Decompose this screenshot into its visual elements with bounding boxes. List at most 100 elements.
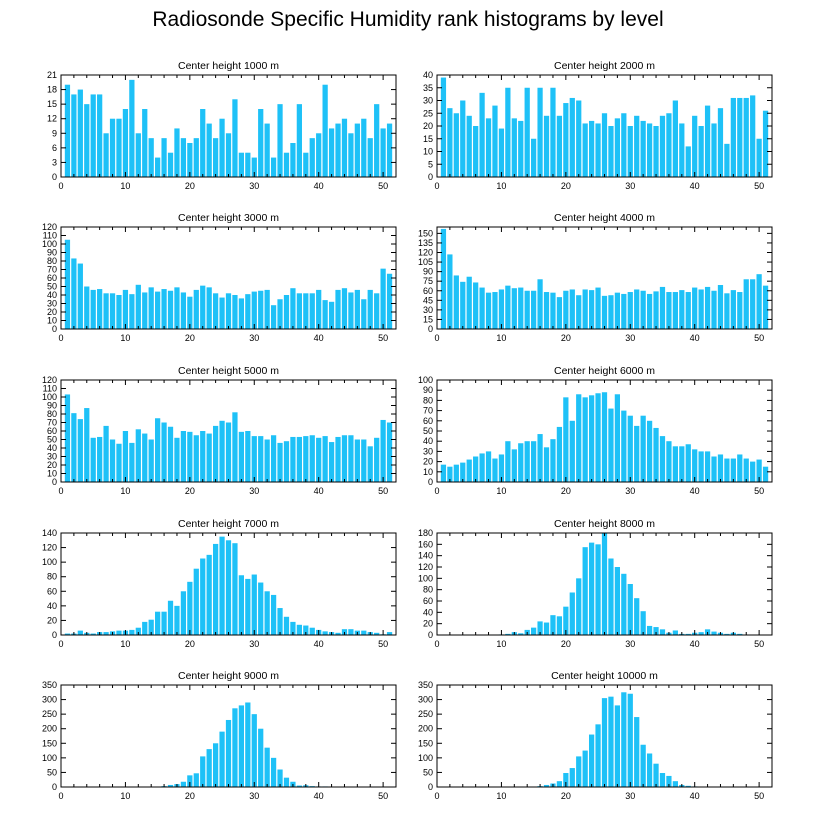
histogram-bar: [653, 627, 659, 635]
histogram-bar: [71, 258, 77, 329]
histogram-bar: [309, 627, 315, 635]
histogram-bar: [129, 294, 135, 329]
histogram-bar: [634, 115, 640, 177]
x-tick-label: 50: [378, 639, 388, 649]
histogram-bar: [627, 292, 633, 329]
histogram-bar: [167, 152, 174, 177]
histogram-bar: [724, 293, 730, 329]
histogram-bar: [453, 113, 459, 177]
histogram-bar: [524, 290, 530, 329]
histogram-bar: [322, 84, 328, 177]
histogram-bar: [277, 104, 283, 177]
y-tick-label: 140: [42, 528, 57, 538]
histogram-bar: [161, 422, 167, 482]
histogram-bar: [361, 439, 367, 482]
histogram-bar: [588, 395, 595, 482]
histogram-bar: [225, 133, 232, 177]
histogram-bar: [724, 633, 730, 635]
histogram-bar: [155, 291, 161, 329]
histogram-bar: [180, 781, 187, 787]
histogram-bar: [556, 297, 563, 329]
histogram-bar: [563, 103, 569, 177]
histogram-bar: [556, 426, 563, 482]
histogram-bar: [563, 606, 569, 635]
y-tick-label: 90: [423, 385, 433, 395]
histogram-bar: [348, 292, 354, 329]
histogram-bar: [730, 458, 736, 482]
histogram-bar: [666, 292, 672, 329]
histogram-bar: [717, 285, 724, 329]
histogram-bar: [180, 292, 187, 329]
y-tick-label: 150: [42, 738, 57, 748]
histogram-bar: [309, 138, 315, 177]
y-tick-label: 15: [47, 99, 57, 109]
histogram-panel: Center height 4000 m0 10 20 30 40 50015304560…: [418, 212, 773, 343]
histogram-bar: [756, 274, 762, 329]
histogram-bar: [717, 454, 724, 482]
y-tick-label: 120: [42, 375, 57, 385]
histogram-bar: [245, 578, 251, 635]
x-tick-label: 40: [690, 791, 700, 801]
histogram-bar: [743, 97, 749, 177]
histogram-bar: [685, 444, 691, 482]
y-tick-label: 40: [47, 601, 57, 611]
histogram-bar: [367, 138, 373, 177]
y-tick-label: 100: [418, 753, 433, 763]
y-tick-label: 120: [42, 222, 57, 232]
histogram-bar: [180, 591, 187, 635]
x-tick-label: 10: [496, 181, 506, 191]
x-tick-label: 30: [249, 791, 259, 801]
histogram-bar: [270, 594, 277, 635]
histogram-panel: Center height 6000 m0 10 20 30 40 50010203040…: [418, 365, 773, 496]
y-tick-label: 50: [47, 435, 57, 445]
y-tick-label: 120: [418, 562, 433, 572]
y-tick-label: 50: [423, 426, 433, 436]
histogram-bar: [762, 285, 769, 329]
histogram-bar: [161, 611, 167, 635]
panel-title: Center height 7000 m: [178, 518, 279, 530]
histogram-bar: [148, 439, 154, 482]
y-tick-label: 20: [423, 121, 433, 131]
y-tick-label: 50: [423, 767, 433, 777]
histogram-bar: [621, 410, 627, 482]
histogram-bar: [730, 290, 736, 329]
y-tick-label: 10: [47, 316, 57, 326]
histogram-bar: [750, 461, 756, 482]
histogram-bar: [563, 773, 569, 787]
histogram-bar: [155, 157, 161, 177]
y-tick-label: 100: [42, 753, 57, 763]
histogram-bar: [193, 773, 199, 787]
histogram-bar: [322, 436, 328, 482]
x-tick-label: 0: [434, 486, 439, 496]
histogram-bar: [303, 293, 309, 329]
histogram-bar: [588, 120, 595, 177]
histogram-bar: [309, 435, 315, 482]
y-tick-label: 60: [47, 426, 57, 436]
y-tick-label: 0: [52, 324, 57, 334]
histogram-bar: [711, 631, 717, 635]
histogram-bar: [479, 453, 485, 482]
histogram-bar: [200, 431, 206, 482]
histogram-bar: [498, 454, 505, 482]
y-tick-label: 90: [47, 248, 57, 258]
histogram-bar: [614, 567, 621, 635]
y-tick-label: 140: [418, 551, 433, 561]
histogram-bar: [479, 287, 485, 329]
y-tick-label: 60: [423, 286, 433, 296]
histogram-bar: [621, 113, 627, 177]
histogram-bar: [614, 705, 621, 787]
histogram-bar: [328, 301, 335, 329]
histogram-panel: Center height 9000 m 0 10 20 30 40 50 0 50 100 150…: [42, 670, 397, 801]
x-tick-label: 30: [249, 639, 259, 649]
histogram-bar: [453, 464, 459, 482]
histogram-bar: [341, 435, 348, 482]
y-tick-label: 30: [47, 299, 57, 309]
y-tick-label: 250: [42, 709, 57, 719]
histogram-bar: [283, 616, 290, 635]
y-tick-label: 0: [52, 782, 57, 792]
histogram-bar: [232, 412, 238, 482]
histogram-bar: [161, 138, 167, 177]
histogram-bar: [518, 287, 524, 329]
x-tick-label: 40: [314, 486, 324, 496]
histogram-bar: [174, 128, 180, 177]
